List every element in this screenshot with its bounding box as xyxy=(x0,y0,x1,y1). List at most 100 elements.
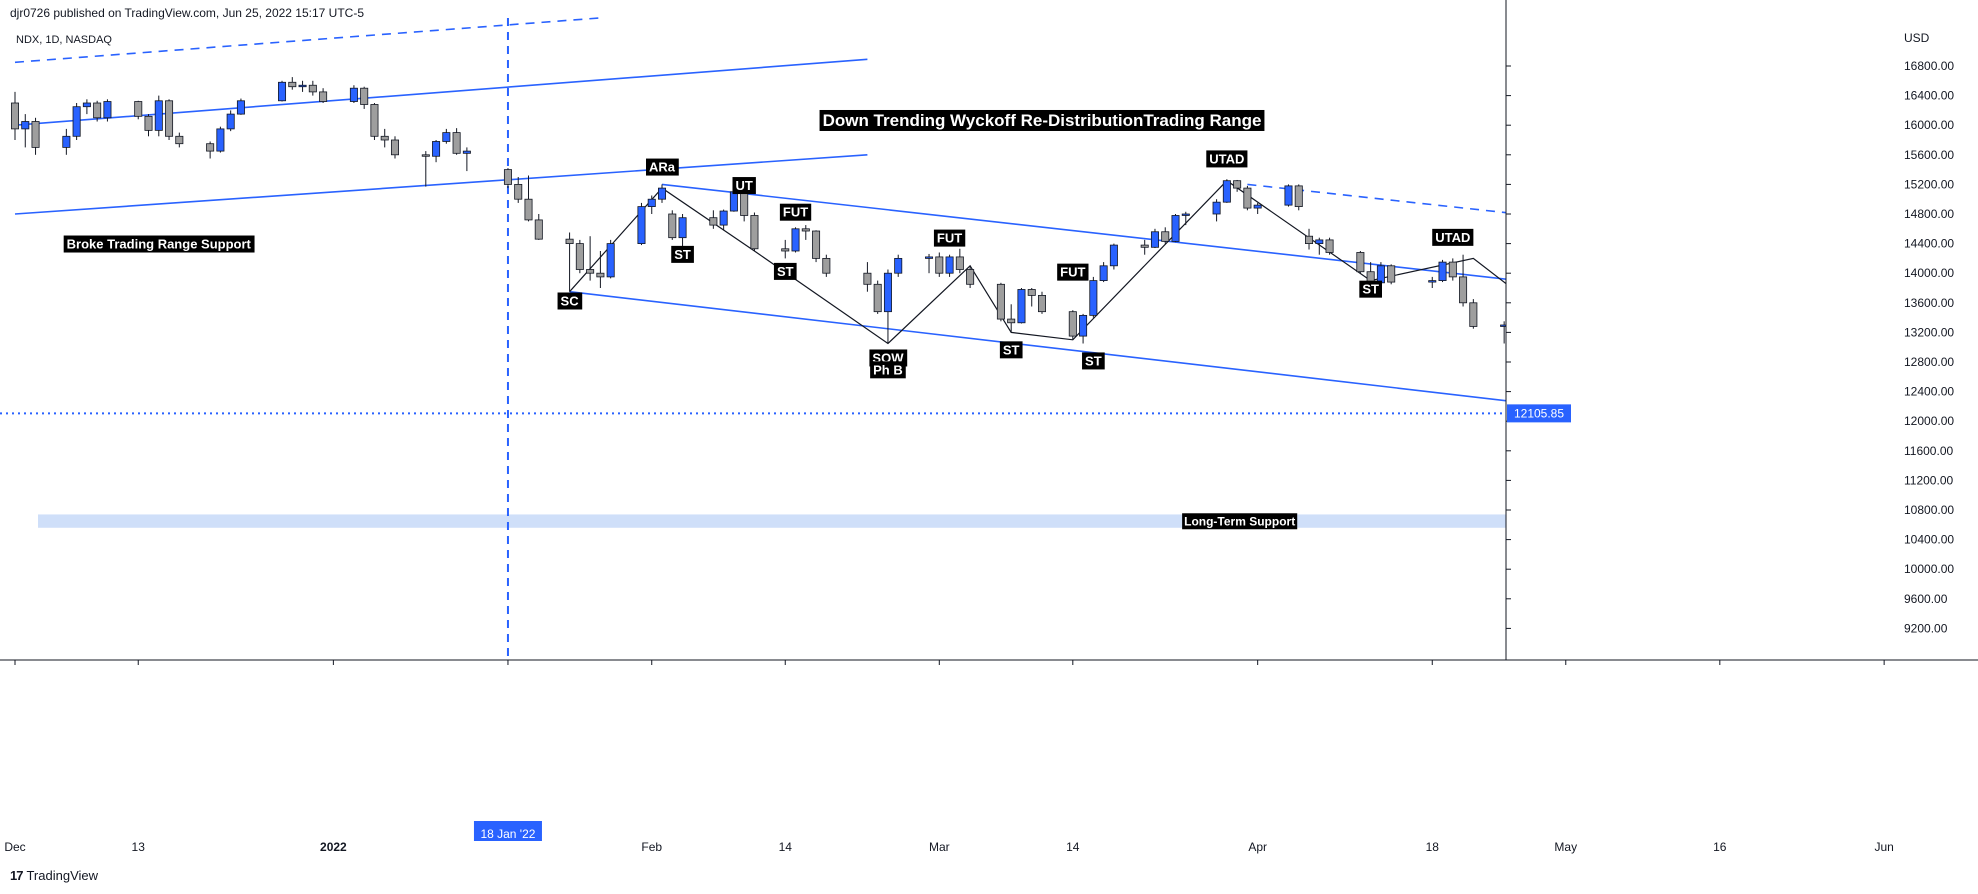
annotation-bg xyxy=(63,235,255,253)
tradingview-brand[interactable]: 17 TradingView xyxy=(10,868,98,883)
annotation-text: ST xyxy=(777,264,794,279)
candle-body xyxy=(175,135,184,145)
candle xyxy=(668,210,677,240)
time-tick-label: 16 xyxy=(1713,840,1727,854)
annotation-bg xyxy=(1182,513,1298,530)
candle-body xyxy=(1387,265,1396,283)
annotation-bg xyxy=(819,109,1265,131)
time-tick-label: 2022 xyxy=(320,840,347,854)
candle xyxy=(226,110,235,132)
candle xyxy=(1305,228,1314,250)
candle-body xyxy=(10,102,19,130)
long-term-support-zone xyxy=(38,514,1506,528)
candle xyxy=(380,128,389,148)
candle-body xyxy=(524,198,533,221)
price-axis-background xyxy=(1506,0,1978,894)
candle-body xyxy=(822,257,831,274)
annotation-label: FUT xyxy=(933,229,966,247)
candle-body xyxy=(288,81,297,88)
annotation-bg xyxy=(646,158,679,176)
annotation-label: ST xyxy=(671,245,694,263)
annotation-bg xyxy=(1057,263,1089,281)
candle xyxy=(1007,304,1016,333)
candle xyxy=(883,269,892,344)
candle xyxy=(72,103,81,140)
annotation-text: UT xyxy=(735,178,752,193)
candle xyxy=(421,151,430,187)
time-tick-label: 14 xyxy=(779,840,793,854)
candle-body xyxy=(134,101,143,117)
annotation-bg xyxy=(671,245,694,263)
price-tick-label: 12000.00 xyxy=(1904,414,1954,428)
candle-body xyxy=(565,238,574,245)
candle-body xyxy=(781,248,790,252)
candle-body xyxy=(1038,294,1047,313)
annotation-text: Down Trending Wyckoff Re-DistributionTra… xyxy=(823,111,1262,130)
candle xyxy=(319,88,328,103)
candle-body xyxy=(514,183,523,200)
annotation-text: UTAD xyxy=(1209,151,1244,166)
candle xyxy=(637,202,646,246)
candle-body xyxy=(1068,311,1077,337)
price-axis[interactable]: USD 16800.00 16400.00 16000.00 15600.00 15200… xyxy=(1505,0,1978,894)
candle-body xyxy=(606,243,615,278)
annotation-text: ST xyxy=(1085,353,1102,368)
candle-body xyxy=(1253,204,1262,209)
candle-body xyxy=(1140,244,1149,248)
annotation-label: ST xyxy=(1359,280,1382,298)
candle-body xyxy=(360,87,369,105)
price-tick-label: 14400.00 xyxy=(1904,237,1954,251)
candle-body xyxy=(873,283,882,313)
price-tick-label: 9200.00 xyxy=(1904,621,1948,635)
candle xyxy=(1428,276,1437,288)
candle xyxy=(82,99,91,115)
candle xyxy=(442,128,451,144)
candle-body xyxy=(1243,187,1252,209)
candle-body xyxy=(658,187,667,200)
annotation-bg xyxy=(1432,228,1474,246)
candle-body xyxy=(62,135,71,148)
price-tick-label: 13200.00 xyxy=(1904,325,1954,339)
candle-body xyxy=(236,100,245,115)
time-tick-label: Apr xyxy=(1248,840,1267,854)
candle-body xyxy=(883,272,892,313)
candle-body xyxy=(165,100,174,137)
candle xyxy=(1089,276,1098,318)
candle xyxy=(1315,237,1324,255)
candle-body xyxy=(719,210,728,226)
candle xyxy=(955,248,964,274)
candle xyxy=(596,251,605,288)
candle-body xyxy=(1305,235,1314,244)
candle xyxy=(503,168,512,189)
candle-body xyxy=(1079,314,1088,337)
candle-body xyxy=(1376,265,1385,284)
candle-body xyxy=(72,106,81,137)
candle-body xyxy=(1007,318,1016,324)
candle-body xyxy=(586,269,595,274)
trend-line-broken-support xyxy=(14,154,868,215)
candle-body xyxy=(637,206,646,245)
time-axis[interactable]: Dec 13 2022 18 Jan '22 Feb 14 Mar 14 Apr 18 May 16 J… xyxy=(0,659,1978,854)
candle xyxy=(10,91,19,140)
candle-body xyxy=(1212,201,1221,215)
candle-body xyxy=(1315,239,1324,244)
time-tick-label: Mar xyxy=(929,840,950,854)
candle-body xyxy=(935,256,944,274)
candle-body xyxy=(791,228,800,252)
candle-body xyxy=(503,169,512,185)
candle-body xyxy=(1459,276,1468,304)
candle-body xyxy=(966,269,975,285)
candle-body xyxy=(1027,289,1036,296)
candle-body xyxy=(349,87,358,102)
price-tick-label: 14000.00 xyxy=(1904,266,1954,280)
time-tick-label: May xyxy=(1554,840,1577,854)
candle xyxy=(873,280,882,314)
candle-body xyxy=(1089,280,1098,316)
candle-body xyxy=(278,81,287,102)
price-tick-label: 11200.00 xyxy=(1904,473,1953,487)
annotation-text: SC xyxy=(561,293,580,308)
annotation-text: FUT xyxy=(783,205,808,220)
candle-body xyxy=(1099,265,1108,281)
currency-label: USD xyxy=(1904,31,1930,45)
